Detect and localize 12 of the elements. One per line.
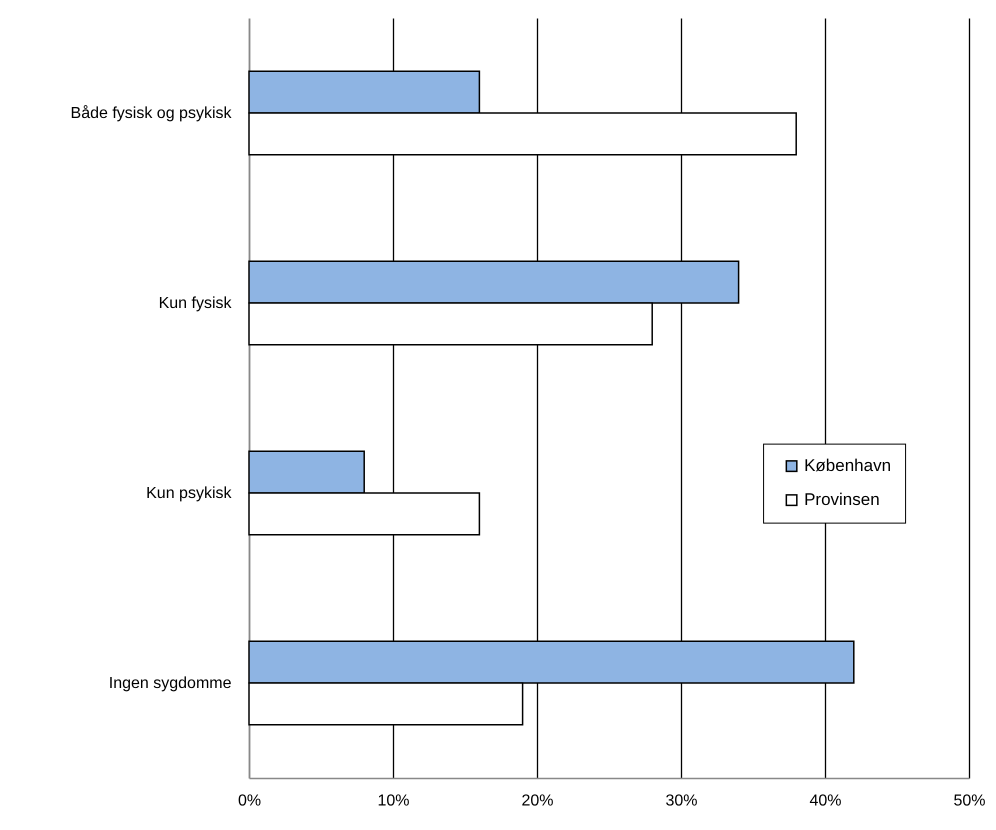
x-tick-label: 20% xyxy=(521,792,554,810)
x-tick-label: 50% xyxy=(953,792,986,810)
legend-label: Provinsen xyxy=(804,490,880,510)
legend-label: København xyxy=(804,456,892,476)
x-tick-label: 40% xyxy=(809,792,842,810)
y-tick-label: Kun fysisk xyxy=(158,295,232,312)
x-tick-label: 10% xyxy=(377,792,410,810)
x-tick-label: 0% xyxy=(238,792,262,810)
y-tick-label: Kun psykisk xyxy=(146,485,232,502)
y-tick-label: Ingen sygdomme xyxy=(108,675,232,692)
y-tick-label: Både fysisk og psykisk xyxy=(70,105,232,122)
x-tick-label: 30% xyxy=(665,792,698,810)
